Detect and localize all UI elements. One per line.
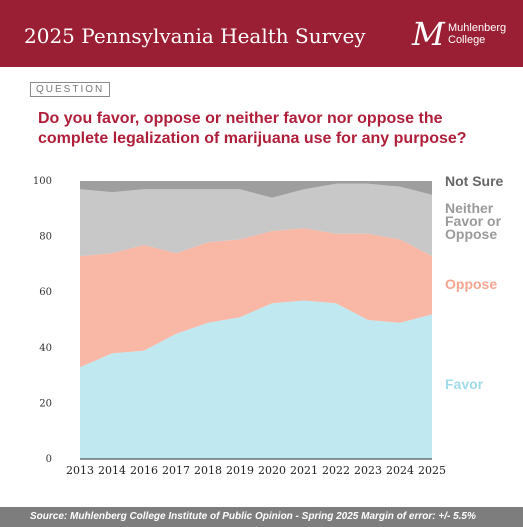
college-logo: M Muhlenberg College xyxy=(412,17,512,51)
y-axis-ticks: 0 20 40 60 80 100 xyxy=(33,176,52,465)
x-tick-label: 2023 xyxy=(354,464,382,477)
footer-bar: Source: Muhlenberg College Institute of … xyxy=(0,507,523,527)
legend-label: Neither Favor or Oppose xyxy=(445,200,502,242)
stacked-area-chart: 0 20 40 60 80 100 2013 2014 2016 2017 2018 2019 202… xyxy=(33,173,504,477)
y-tick-label: 100 xyxy=(33,176,52,187)
legend-item-neither-favor-or-oppose: Neither Favor or Oppose xyxy=(445,200,502,242)
question-label: QUESTION xyxy=(30,82,111,97)
legend: Favor Oppose Neither Favor or Oppose Not Sure xyxy=(445,173,504,392)
area-series-favor xyxy=(80,300,432,459)
x-tick-label: 2020 xyxy=(258,464,286,477)
y-tick-label: 20 xyxy=(39,398,52,409)
x-tick-label: 2025 xyxy=(418,464,446,477)
area-series-oppose xyxy=(80,228,432,368)
x-tick-label: 2022 xyxy=(322,464,350,477)
x-tick-label: 2016 xyxy=(130,464,158,477)
x-tick-label: 2024 xyxy=(386,464,414,477)
page-title: 2025 Pennsylvania Health Survey xyxy=(24,24,366,48)
x-tick-label: 2017 xyxy=(162,464,190,477)
source-note: Source: Muhlenberg College Institute of … xyxy=(30,511,476,522)
legend-label: Favor xyxy=(445,376,484,392)
x-tick-label: 2018 xyxy=(194,464,222,477)
y-tick-label: 40 xyxy=(39,343,52,354)
legend-item-not-sure: Not Sure xyxy=(445,173,504,189)
y-tick-label: 80 xyxy=(39,232,52,243)
x-tick-label: 2021 xyxy=(290,464,318,477)
area-series-neither-favor-or-oppose xyxy=(80,183,432,257)
chart-areas xyxy=(80,181,432,459)
area-series-not-sure xyxy=(80,181,432,198)
logo-sub: College xyxy=(448,34,486,46)
legend-item-oppose: Oppose xyxy=(445,276,497,292)
x-tick-label: 2019 xyxy=(226,464,254,477)
legend-label: Oppose xyxy=(445,276,497,292)
header-bar: 2025 Pennsylvania Health Survey M Muhlen… xyxy=(0,0,523,67)
legend-item-favor: Favor xyxy=(445,376,484,392)
y-tick-label: 0 xyxy=(46,454,52,465)
legend-label: Not Sure xyxy=(445,173,504,189)
x-axis-ticks: 2013 2014 2016 2017 2018 2019 2020 2021 2022 2023… xyxy=(66,464,446,477)
x-tick-label: 2014 xyxy=(98,464,126,477)
x-tick-label: 2013 xyxy=(66,464,94,477)
logo-name: Muhlenberg xyxy=(448,22,507,34)
logo-text: Muhlenberg College xyxy=(448,22,506,46)
m-logo-icon: M xyxy=(412,15,445,53)
question-text: Do you favor, oppose or neither favor no… xyxy=(38,110,467,147)
y-tick-label: 60 xyxy=(39,287,52,298)
